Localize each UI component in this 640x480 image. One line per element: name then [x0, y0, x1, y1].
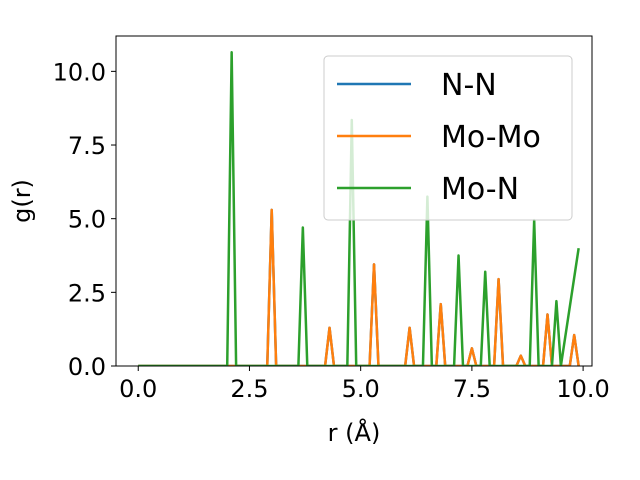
legend: N-N Mo-Mo Mo-N: [323, 55, 573, 221]
x-tick-label: 2.5: [230, 375, 268, 403]
x-tick-label: 5.0: [342, 375, 380, 403]
legend-label-mo-mo: Mo-Mo: [441, 120, 541, 155]
series-line-mo-n: [138, 50, 580, 366]
series-layer: [138, 50, 580, 366]
plot-frame: [115, 35, 593, 367]
y-tick-label: 10.0: [53, 58, 106, 86]
y-tick-label: 7.5: [68, 132, 106, 160]
series-line-mo-mo: [138, 208, 580, 366]
y-tick-label: 0.0: [68, 353, 106, 381]
y-tick-label: 2.5: [68, 279, 106, 307]
x-tick-label: 7.5: [453, 375, 491, 403]
x-axis-label: r (Å): [328, 418, 381, 447]
y-axis-label: g(r): [8, 179, 36, 223]
y-tick-label: 5.0: [68, 206, 106, 234]
x-tick-label: 10.0: [556, 375, 609, 403]
legend-frame: [323, 55, 573, 221]
x-tick-label: 0.0: [119, 375, 157, 403]
y-axis-ticks: 0.0 2.5 5.0 7.5 10.0: [53, 58, 116, 381]
legend-label-mo-n: Mo-N: [441, 172, 519, 207]
x-axis-ticks: 0.0 2.5 5.0 7.5 10.0: [119, 366, 610, 403]
legend-label-n-n: N-N: [441, 68, 497, 103]
legend-items: N-N Mo-Mo Mo-N: [337, 68, 541, 207]
